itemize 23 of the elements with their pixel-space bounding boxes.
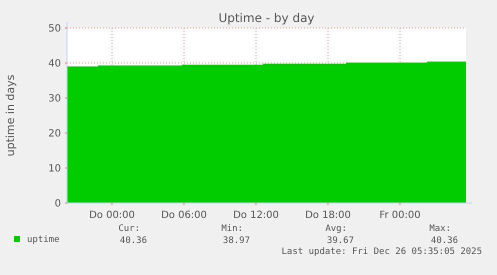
legend-label: uptime bbox=[27, 235, 60, 245]
y-axis-title: uptime in days bbox=[4, 74, 17, 156]
x-tick-label: Do 18:00 bbox=[305, 210, 351, 221]
y-tick-label: 50 bbox=[48, 24, 61, 34]
text: Max: bbox=[429, 224, 451, 234]
text: Avg: bbox=[325, 224, 347, 234]
text: 40.36 bbox=[430, 236, 458, 246]
text: 39.67 bbox=[326, 236, 354, 246]
chart-title: Uptime - by day bbox=[218, 11, 315, 25]
text: Last update: Fri Dec 26 05:35:05 2025 bbox=[282, 247, 482, 257]
y-tick-label: 40 bbox=[48, 58, 61, 70]
x-tick-label: Fr 00:00 bbox=[379, 210, 421, 221]
x-tick-label: Do 00:00 bbox=[89, 210, 135, 221]
y-tick-label: 30 bbox=[48, 94, 61, 104]
x-tick-label: Do 12:00 bbox=[233, 210, 279, 221]
text: 40.36 bbox=[120, 236, 147, 246]
y-tick-label: 0 bbox=[54, 198, 61, 210]
text: 38.97 bbox=[222, 236, 250, 246]
y-tick-label: 10 bbox=[48, 164, 61, 174]
text: Min: bbox=[221, 224, 243, 234]
x-tick-label: Do 06:00 bbox=[161, 210, 207, 221]
y-tick-label: 20 bbox=[48, 128, 61, 140]
text: Cur: bbox=[118, 224, 140, 234]
